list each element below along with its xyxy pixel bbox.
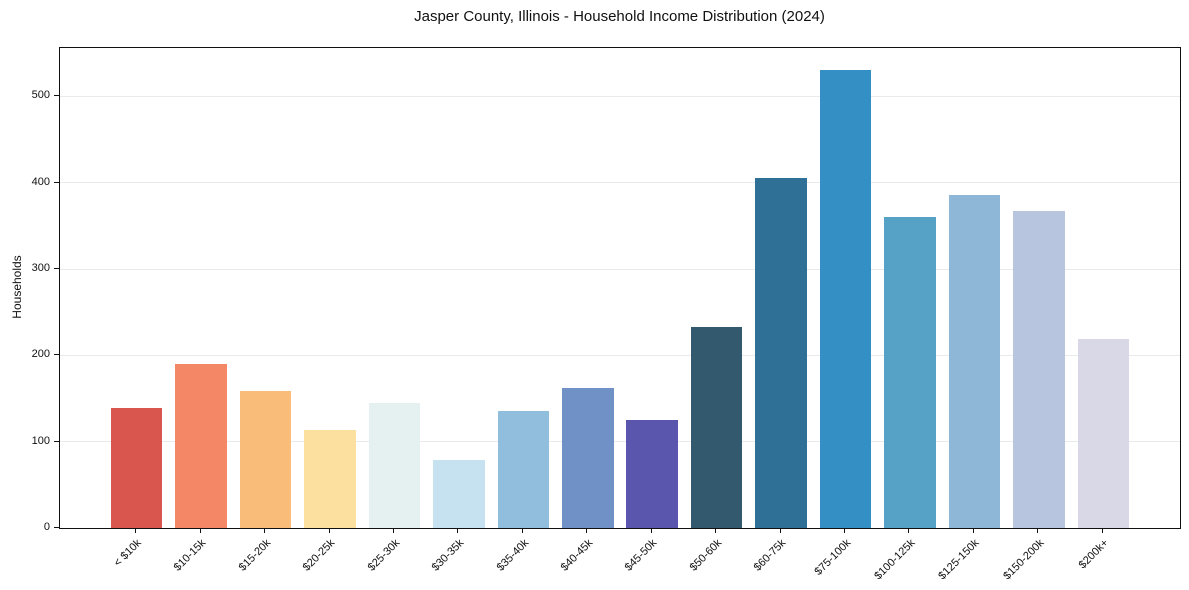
y-tick	[54, 440, 59, 442]
x-tick-label-text: $35-40k	[494, 537, 531, 574]
x-tick	[392, 528, 394, 533]
x-tick	[328, 528, 330, 533]
chart-title: Jasper County, Illinois - Household Inco…	[414, 8, 825, 25]
x-tick-label-text: $40-45k	[558, 537, 596, 574]
x-tick	[586, 528, 588, 533]
gridline	[60, 268, 1180, 270]
x-tick	[199, 528, 201, 533]
bar	[175, 363, 227, 528]
x-tick-label-text: $50-60k	[687, 537, 725, 574]
x-tick	[521, 528, 523, 533]
x-tick	[779, 528, 781, 533]
x-tick-label-text: $45-50k	[623, 537, 660, 574]
x-tick-label-text: $30-35k	[429, 537, 467, 574]
bar	[755, 178, 807, 528]
bar	[948, 194, 1001, 528]
y-tick	[54, 354, 59, 356]
gridline	[60, 354, 1180, 356]
bar	[690, 326, 743, 528]
x-tick-label-text: $25-30k	[365, 537, 402, 574]
y-tick-label: 500	[31, 89, 50, 102]
bar	[562, 388, 614, 528]
bar	[819, 69, 872, 528]
x-tick	[264, 528, 266, 533]
bar	[626, 420, 678, 528]
bar	[1013, 211, 1065, 528]
x-tick	[908, 528, 910, 533]
x-tick	[650, 528, 652, 533]
x-tick-label-text: $15-20k	[236, 537, 274, 574]
plot-area	[59, 47, 1181, 529]
x-tick	[715, 528, 717, 533]
x-tick-label-text: $100-125k	[872, 537, 918, 583]
x-tick-label-text: $60-75k	[751, 537, 789, 574]
x-tick	[844, 528, 846, 533]
x-tick	[457, 528, 459, 533]
x-tick-label-text: $125-150k	[936, 537, 982, 583]
bar	[368, 402, 421, 528]
x-tick-label-text: $20-25k	[300, 537, 338, 574]
y-tick-label: 200	[31, 348, 50, 361]
gridline	[60, 95, 1180, 97]
y-tick	[54, 95, 59, 97]
x-tick-label-text: $150-200k	[1001, 537, 1047, 583]
x-tick-label-text: $75-100k	[812, 537, 854, 578]
y-tick	[54, 181, 59, 183]
gridline	[60, 182, 1180, 184]
y-tick-label: 400	[31, 175, 50, 188]
x-tick-label-text: $10-15k	[172, 537, 209, 574]
y-tick	[54, 268, 59, 269]
bar	[1077, 338, 1130, 528]
x-tick	[135, 528, 137, 533]
bar	[884, 217, 936, 528]
bar	[110, 408, 163, 528]
bar	[433, 459, 485, 528]
bar	[239, 390, 292, 528]
bar	[497, 411, 550, 528]
x-tick	[1037, 528, 1039, 533]
x-tick	[1101, 528, 1103, 533]
y-tick-label: 100	[31, 434, 50, 447]
gridline	[60, 441, 1180, 443]
y-tick	[54, 527, 59, 528]
x-tick-label-text: < $10k	[112, 537, 145, 570]
bar	[304, 430, 356, 528]
y-tick-label: 300	[31, 262, 50, 274]
x-tick-label-text: $200k+	[1076, 537, 1111, 572]
y-tick-label: 0	[43, 521, 50, 533]
x-tick	[972, 528, 974, 533]
